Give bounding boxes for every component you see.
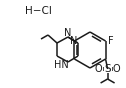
Text: O: O — [113, 64, 120, 74]
Text: F: F — [108, 36, 113, 46]
Text: N: N — [70, 36, 77, 46]
Text: O: O — [95, 64, 102, 74]
Text: S: S — [104, 64, 111, 74]
Text: N: N — [64, 28, 72, 38]
Text: H−Cl: H−Cl — [25, 6, 51, 16]
Text: HN: HN — [54, 60, 68, 70]
